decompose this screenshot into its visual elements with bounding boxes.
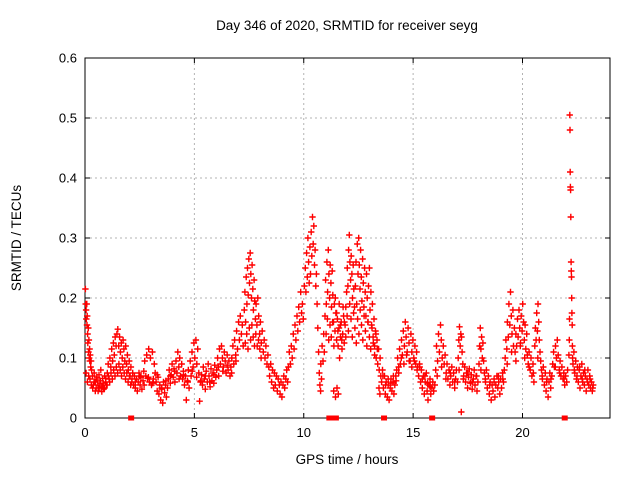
baseline-flag-square — [561, 415, 568, 421]
baseline-flag-square — [128, 415, 135, 421]
y-tick-label: 0 — [70, 411, 77, 426]
axis-layer — [84, 57, 611, 419]
baseline-flags-layer — [128, 415, 568, 421]
y-tick-label: 0.5 — [59, 111, 77, 126]
y-tick-label: 0.3 — [59, 231, 77, 246]
baseline-flag-square — [429, 415, 436, 421]
scatter-plus-markers — [82, 111, 597, 416]
x-tick-label: 15 — [406, 425, 420, 440]
baseline-flag-square — [326, 415, 333, 421]
y-axis-label: SRMTID / TECUs — [9, 185, 24, 292]
scatter-points-layer — [82, 111, 597, 416]
baseline-flag-square — [381, 415, 388, 421]
x-tick-label: 10 — [297, 425, 311, 440]
y-tick-label: 0.4 — [59, 171, 77, 186]
y-tick-label: 0.1 — [59, 351, 77, 366]
x-tick-label: 0 — [81, 425, 88, 440]
y-tick-label: 0.2 — [59, 291, 77, 306]
x-tick-label: 5 — [191, 425, 198, 440]
chart-title: Day 346 of 2020, SRMTID for receiver sey… — [216, 18, 478, 33]
baseline-flag-square — [332, 415, 339, 421]
x-tick-label: 20 — [515, 425, 529, 440]
baseline-flag-square — [329, 415, 336, 421]
x-axis-label: GPS time / hours — [296, 452, 399, 467]
tick-label-layer: 0 5 10 15 20 0 0.1 0.2 0.3 0.4 0.5 0.6 — [59, 51, 530, 441]
y-tick-label: 0.6 — [59, 51, 77, 66]
